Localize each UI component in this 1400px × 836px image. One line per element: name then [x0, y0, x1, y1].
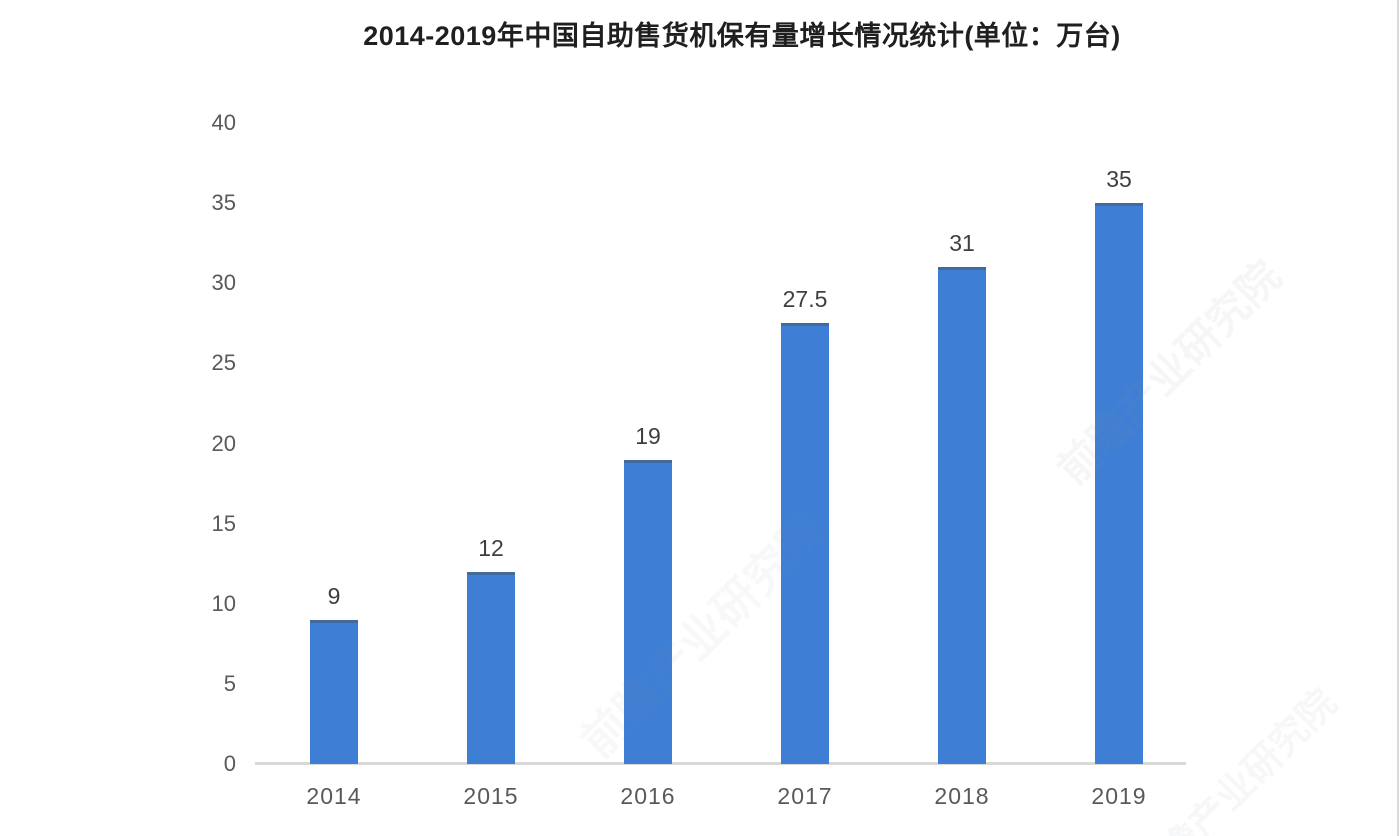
- bar-2018: [938, 267, 986, 764]
- y-tick-label: 5: [223, 670, 236, 696]
- bar-value-label: 35: [1106, 166, 1132, 192]
- x-tick-label: 2016: [620, 783, 676, 809]
- y-tick-label: 30: [211, 270, 236, 296]
- bar-value-label: 12: [478, 535, 504, 561]
- bar-2017: [781, 323, 829, 764]
- y-tick-label: 25: [211, 350, 236, 376]
- chart-title: 2014-2019年中国自助售货机保有量增长情况统计(单位：万台): [363, 21, 1121, 51]
- bar-value-label: 9: [327, 583, 341, 609]
- x-tick-label: 2019: [1091, 783, 1147, 809]
- bar-2019: [1095, 203, 1143, 764]
- x-tick-label: 2018: [934, 783, 990, 809]
- bar-value-label: 19: [635, 423, 661, 449]
- image-right-border: [1397, 0, 1399, 836]
- bar-value-label: 31: [949, 230, 975, 256]
- x-tick-label: 2017: [777, 783, 833, 809]
- bar-2014: [310, 620, 358, 764]
- y-tick-label: 35: [211, 190, 236, 216]
- y-tick-label: 10: [211, 590, 236, 616]
- x-axis-line: [255, 762, 1186, 765]
- bar-value-label: 27.5: [782, 286, 828, 312]
- x-tick-label: 2015: [463, 783, 519, 809]
- y-tick-label: 40: [211, 110, 236, 135]
- y-tick-label: 0: [223, 751, 236, 776]
- bar-2015: [467, 572, 515, 764]
- y-tick-label: 20: [211, 430, 236, 456]
- x-tick-label: 2014: [306, 783, 362, 809]
- bar-2016: [624, 460, 672, 764]
- y-tick-label: 15: [211, 510, 236, 536]
